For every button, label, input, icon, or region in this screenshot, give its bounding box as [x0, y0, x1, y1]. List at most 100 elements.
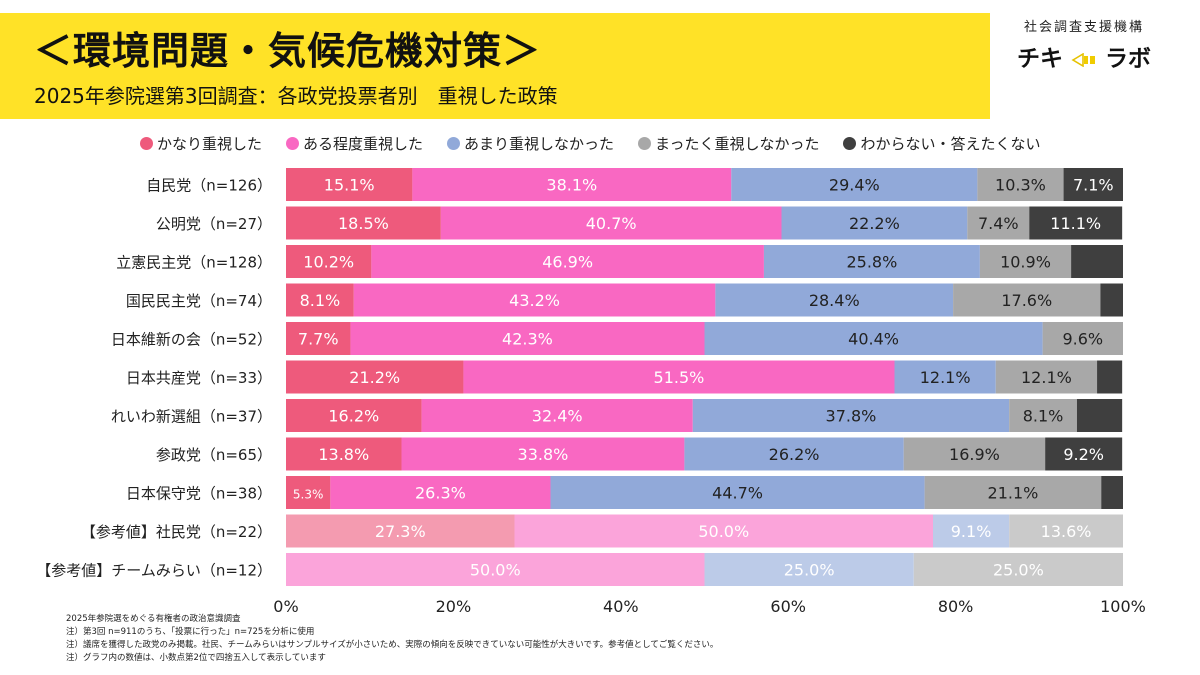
data-label: 43.2% — [509, 291, 560, 310]
category-label: 国民民主党（n=74） — [126, 292, 272, 310]
bar-segment — [440, 206, 782, 240]
data-label: 10.2% — [303, 253, 354, 272]
brand-name: チキ ラボ — [1004, 39, 1164, 73]
bar-row: 13.8% 33.8% 26.2% 16.9% 9.2% — [286, 437, 1123, 471]
data-label: 7.7% — [298, 330, 339, 349]
brand-name-right: ラボ — [1105, 46, 1152, 72]
bar-segment — [286, 168, 413, 201]
bar-row: 27.3% 50.0% 9.1% 13.6% — [286, 514, 1123, 548]
bar-segment — [781, 206, 968, 240]
data-label: 18.5% — [338, 214, 389, 233]
bar-segment — [412, 168, 732, 201]
bar-segment — [550, 476, 925, 509]
footnotes: 2025年参院選をめぐる有権者の政治意識調査 注）第3回 n=911のうち、「投票… — [66, 613, 718, 665]
legend-swatch — [638, 136, 652, 150]
footnote-line: 注）グラフ内の数値は、小数点第2位で四捨五入して表示しています — [66, 653, 326, 663]
category-label: 自民党（n=126） — [146, 177, 272, 195]
bar-segment — [1029, 206, 1123, 240]
bar-segment — [731, 168, 978, 201]
category-label: 日本共産党（n=33） — [126, 369, 272, 387]
page-title: ＜環境問題・気候危機対策＞ — [34, 29, 542, 73]
legend-item-2: あまり重視しなかった — [447, 133, 614, 154]
x-tick-label: 100% — [1100, 597, 1146, 615]
data-label: 40.7% — [586, 214, 637, 233]
data-label: 32.4% — [532, 407, 583, 426]
data-label: 50.0% — [698, 522, 749, 541]
data-label: 12.1% — [1021, 368, 1072, 387]
data-label: 25.0% — [784, 561, 835, 580]
x-tick-label: 20% — [436, 597, 472, 615]
data-label: 9.2% — [1063, 445, 1104, 464]
data-label: 25.0% — [993, 561, 1044, 580]
bar-segment — [286, 206, 441, 240]
category-label: 立憲民主党（n=128） — [116, 254, 272, 272]
category-label: 【参考値】チームみらい（n=12） — [36, 562, 272, 580]
bar-row: 7.7% 42.3% 40.4% 9.6% — [286, 322, 1123, 355]
data-label: 25.8% — [846, 253, 897, 272]
bar-segment — [514, 514, 934, 548]
bar-segment — [1100, 283, 1123, 317]
x-tick-label: 80% — [938, 597, 974, 615]
data-label: 51.5% — [654, 368, 705, 387]
brand-logo: 社会調査支援機構 チキ ラボ — [1004, 16, 1164, 73]
bar-segment — [286, 283, 354, 317]
bar-segment — [350, 322, 705, 355]
data-label: 10.9% — [1000, 253, 1051, 272]
data-label: 29.4% — [829, 176, 880, 195]
data-label: 9.6% — [1062, 330, 1103, 349]
bar-row: 21.2% 51.5% 12.1% 12.1% — [286, 360, 1123, 394]
data-label: 11.1% — [1050, 214, 1101, 233]
category-label: 日本保守党（n=38） — [126, 485, 272, 503]
data-label: 5.3% — [293, 488, 324, 502]
legend-label: ある程度重視した — [303, 134, 424, 153]
bar-segment — [421, 399, 693, 432]
legend-label: まったく重視しなかった — [655, 134, 820, 153]
bar-segment — [401, 437, 685, 471]
bar-segment — [463, 360, 895, 394]
bar-segment — [692, 399, 1010, 432]
legend-swatch — [843, 136, 857, 150]
category-label: れいわ新選組（n=37） — [111, 408, 272, 426]
bar-segment — [1071, 245, 1123, 278]
data-label: 22.2% — [849, 214, 900, 233]
bar-segment — [286, 553, 705, 586]
data-label: 27.3% — [375, 522, 426, 541]
legend-label: わからない・答えたくない — [860, 134, 1041, 153]
bar-segment — [286, 437, 402, 471]
legend-label: あまり重視しなかった — [464, 134, 615, 153]
footnote-line: 注）第3回 n=911のうち、「投票に行った」n=725を分析に使用 — [66, 627, 315, 637]
data-label: 15.1% — [324, 176, 375, 195]
legend-label: かなり重視した — [157, 134, 263, 153]
legend-swatch — [286, 136, 300, 150]
data-label: 40.4% — [848, 330, 899, 349]
bar-row: 50.0% 25.0% 25.0% — [286, 553, 1123, 586]
data-label: 50.0% — [470, 561, 521, 580]
brand-name-left: チキ — [1016, 46, 1063, 72]
category-label: 日本維新の会（n=52） — [111, 331, 272, 349]
data-label: 26.2% — [769, 445, 820, 464]
data-label: 33.8% — [518, 445, 569, 464]
bar-segment — [924, 476, 1102, 509]
category-label: 参政党（n=65） — [156, 446, 272, 464]
bar-segment — [903, 437, 1046, 471]
data-label: 21.2% — [349, 368, 400, 387]
bar-segment — [1042, 322, 1123, 355]
category-label: 公明党（n=27） — [156, 215, 272, 233]
data-label: 12.1% — [920, 368, 971, 387]
bar-segment — [995, 360, 1098, 394]
bar-row: 15.1% 38.1% 29.4% 10.3% 7.1% — [286, 168, 1123, 201]
bar-segment — [953, 283, 1101, 317]
x-tick-label: 0% — [273, 597, 298, 615]
data-label: 7.1% — [1073, 176, 1114, 195]
legend-swatch — [140, 136, 153, 150]
bar-segment — [1097, 360, 1123, 394]
brand-org-name: 社会調査支援機構 — [1023, 20, 1144, 35]
bar-segment — [763, 245, 980, 278]
stacked-bar-chart: 15.1% 38.1% 29.4% 10.3% 7.1% 自民党（n=126） 18.5% 4… — [36, 168, 1146, 615]
bar-segment — [286, 245, 372, 278]
bar-segment — [286, 360, 464, 394]
legend-swatch — [447, 136, 461, 150]
bar-row: 10.2% 46.9% 25.8% 10.9% — [286, 245, 1123, 278]
chart-legend: かなり重視した ある程度重視した あまり重視しなかった まったく重視しなかった わからな… — [140, 131, 1040, 155]
bar-segment — [979, 245, 1072, 278]
